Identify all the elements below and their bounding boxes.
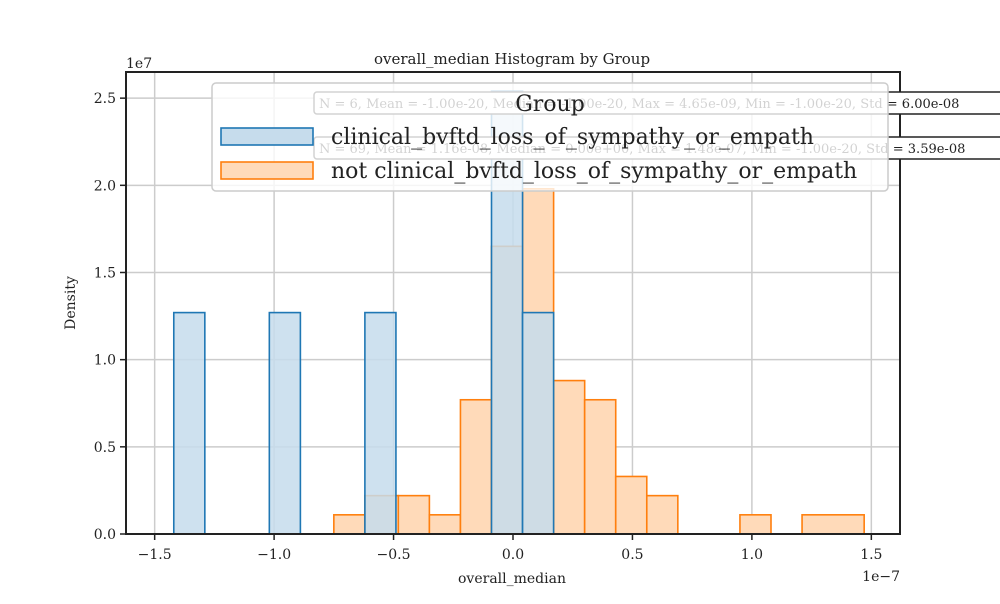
histogram-bar — [172, 311, 206, 535]
y-tick-label: 2.0 — [94, 178, 116, 194]
legend-item: clinical_bvftd_loss_of_sympathy_or_empat… — [220, 125, 814, 150]
legend-swatch — [220, 161, 314, 180]
legend-frame — [211, 82, 889, 192]
x-tick-label: −0.5 — [377, 547, 411, 563]
histogram-bar — [552, 379, 586, 535]
axis-ticks: −1.5 −1.0 −0.5 0.0 0.5 1.0 1.5 0.0 0.5 1.0 1.5 2.0 2… — [94, 91, 883, 563]
histogram-bar — [397, 494, 431, 535]
histogram-bar — [459, 398, 493, 535]
histogram-bar — [521, 311, 555, 535]
y-tick-label: 1.5 — [94, 265, 116, 281]
histogram-bar — [801, 514, 865, 535]
histogram-bar — [333, 514, 366, 535]
series-not-clinical — [333, 188, 865, 535]
legend-item: not clinical_bvftd_loss_of_sympathy_or_e… — [220, 159, 857, 184]
histogram-bars — [172, 90, 865, 535]
legend-swatch — [220, 127, 314, 146]
histogram-bar — [645, 494, 679, 535]
chart-title: overall_median Histogram by Group — [374, 50, 650, 68]
x-tick-label: −1.0 — [257, 547, 291, 563]
histogram-bar — [739, 514, 772, 535]
x-tick-label: 0.5 — [621, 547, 643, 563]
histogram-bar — [614, 475, 648, 535]
x-tick-label: 1.5 — [860, 547, 882, 563]
y-axis-label: Density — [63, 276, 79, 330]
x-tick-label: 0.0 — [502, 547, 524, 563]
histogram-bar — [583, 398, 617, 535]
histogram-bar — [268, 311, 302, 535]
legend: Group clinical_bvftd_loss_of_sympathy_or_… — [211, 82, 889, 192]
x-axis-offset-label: 1e−7 — [862, 569, 900, 585]
legend-label: clinical_bvftd_loss_of_sympathy_or_empat… — [331, 125, 814, 150]
x-tick-label: −1.5 — [138, 547, 172, 563]
x-tick-label: 1.0 — [741, 547, 763, 563]
y-axis-offset-label: 1e7 — [126, 56, 152, 72]
x-axis-label: overall_median — [458, 571, 566, 587]
histogram-bar — [428, 514, 462, 535]
legend-label: not clinical_bvftd_loss_of_sympathy_or_e… — [331, 159, 857, 184]
legend-title: Group — [515, 92, 585, 117]
y-tick-label: 0.5 — [94, 440, 116, 456]
histogram-bar — [364, 311, 397, 535]
y-tick-label: 0.0 — [94, 527, 116, 543]
y-tick-label: 1.0 — [94, 353, 116, 369]
y-tick-label: 2.5 — [94, 91, 116, 107]
